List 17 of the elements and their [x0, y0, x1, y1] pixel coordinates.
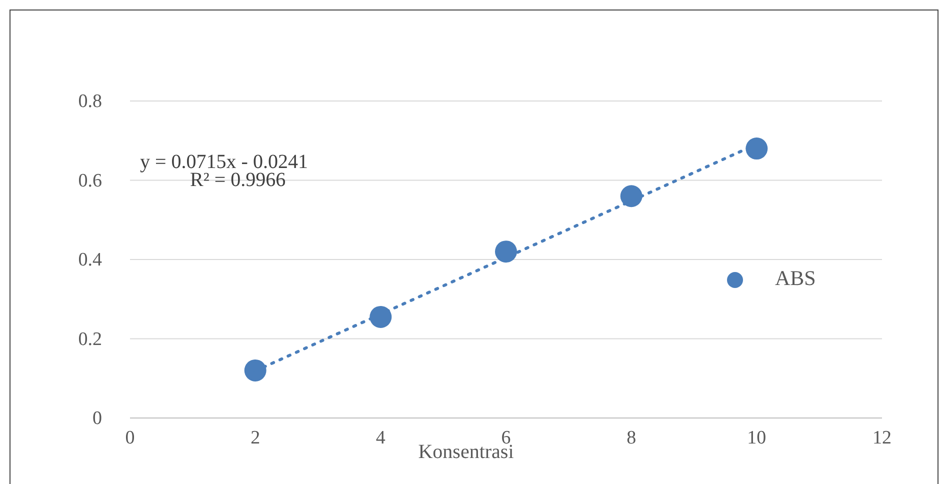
x-tick-label: 4 — [376, 427, 386, 448]
legend-label: ABS — [775, 266, 816, 290]
y-tick-label: 0.6 — [78, 170, 102, 192]
point — [746, 138, 768, 160]
x-tick-label: 2 — [250, 427, 260, 448]
y-tick-label: 0 — [92, 408, 102, 430]
point — [495, 240, 517, 263]
x-tick-label: 12 — [872, 427, 892, 448]
x-tick-label: 8 — [626, 427, 636, 448]
point — [620, 185, 642, 208]
y-tick-label: 0.2 — [78, 328, 102, 350]
y-tick-label: 0.4 — [78, 250, 102, 271]
y-tick-label: 0.8 — [78, 91, 102, 112]
x-tick-label: 10 — [747, 427, 766, 448]
point — [244, 359, 266, 382]
point — [370, 306, 392, 328]
x-tick-label: 0 — [125, 427, 135, 448]
